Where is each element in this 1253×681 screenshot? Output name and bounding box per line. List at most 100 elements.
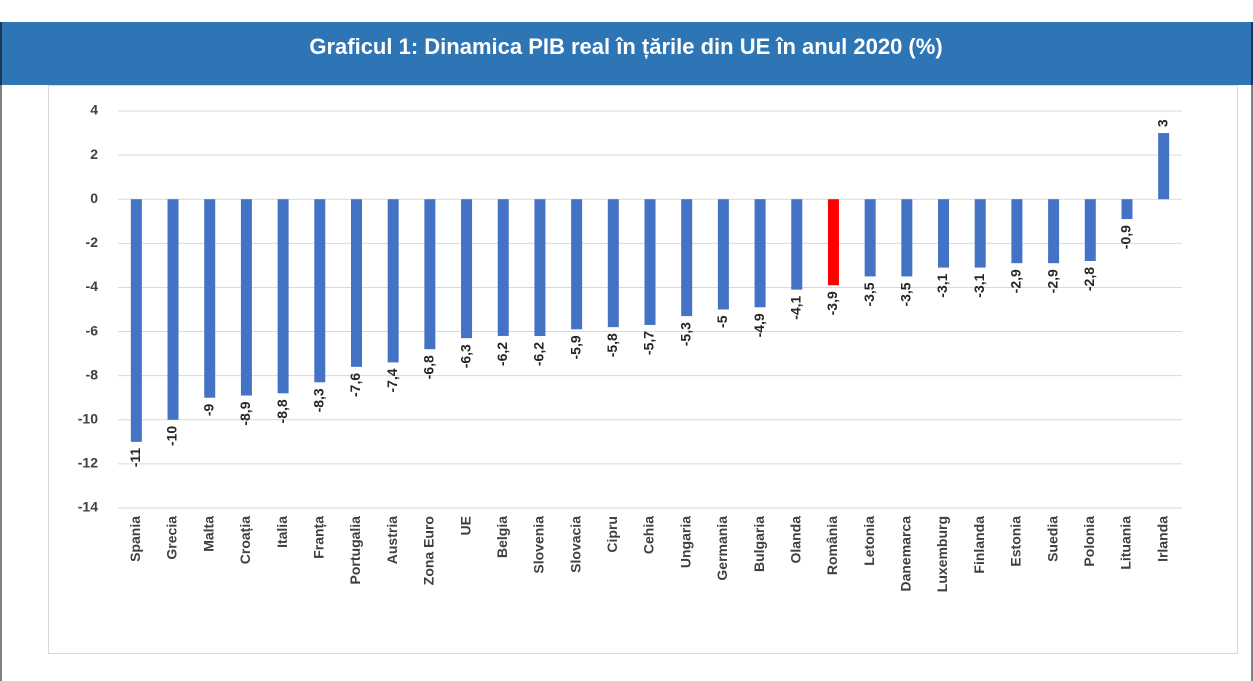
value-label: -9 (200, 404, 216, 417)
y-tick-label: -14 (78, 499, 98, 515)
x-tick-label: Grecia (164, 516, 180, 560)
x-tick-label: Ungaria (677, 516, 693, 568)
x-tick-label: Finlanda (971, 516, 987, 574)
bar (130, 199, 142, 442)
value-label: -6,2 (531, 342, 547, 366)
value-label: -3,1 (934, 273, 950, 297)
bar (497, 199, 509, 336)
value-label: -5,9 (567, 335, 583, 359)
x-tick-label: Polonia (1081, 516, 1097, 567)
bar (607, 199, 619, 328)
bar (1048, 199, 1060, 264)
x-tick-label: Belgia (494, 516, 510, 558)
y-tick-label: -2 (86, 234, 99, 250)
x-tick-label: Cehia (641, 516, 657, 554)
value-label: -2,9 (1044, 269, 1060, 293)
bar (350, 199, 362, 367)
bar (754, 199, 766, 308)
header-bar (0, 22, 1253, 85)
x-tick-label: Letonia (861, 516, 877, 566)
bar (1158, 133, 1170, 200)
x-tick-label: Lituania (1118, 516, 1134, 570)
x-tick-label: Austria (384, 516, 400, 564)
x-tick-label: Luxemburg (934, 516, 950, 592)
bar (1084, 199, 1096, 261)
bar (167, 199, 179, 420)
y-tick-label: 4 (90, 102, 98, 118)
x-tick-label: UE (457, 516, 473, 535)
bar (974, 199, 986, 268)
y-tick-label: -6 (86, 322, 99, 338)
value-label: -5 (714, 315, 730, 328)
y-tick-label: -12 (78, 455, 98, 471)
x-tick-label: Portugalia (347, 516, 363, 585)
y-tick-label: -10 (78, 410, 98, 426)
bar (938, 199, 950, 268)
bar (644, 199, 656, 325)
bar (717, 199, 729, 310)
bar (387, 199, 399, 363)
bar (827, 199, 839, 286)
value-label: -10 (164, 426, 180, 446)
x-tick-label: Zona Euro (421, 516, 437, 585)
bar (424, 199, 436, 350)
value-label: -8,9 (237, 401, 253, 425)
y-tick-label: 2 (90, 146, 98, 162)
x-tick-label: Italia (274, 516, 290, 548)
bar (534, 199, 546, 336)
bar (681, 199, 693, 317)
bar (240, 199, 252, 396)
bar (901, 199, 913, 277)
y-tick-label: -4 (86, 278, 99, 294)
value-label: -6,3 (457, 344, 473, 368)
value-label: -5,8 (604, 333, 620, 357)
y-tick-label: -8 (86, 366, 99, 382)
value-label: -3,5 (861, 282, 877, 306)
value-label: -8,3 (310, 388, 326, 412)
bar (204, 199, 216, 398)
plot-frame (48, 85, 1238, 654)
value-label: -8,8 (274, 399, 290, 423)
x-tick-label: Croația (237, 516, 253, 564)
value-label: -11 (127, 448, 143, 468)
value-label: -4,1 (787, 295, 803, 319)
bar (1011, 199, 1023, 264)
value-label: -5,3 (677, 322, 693, 346)
value-label: -3,1 (971, 273, 987, 297)
value-label: -3,9 (824, 291, 840, 315)
x-tick-label: Suedia (1044, 516, 1060, 562)
value-label: -0,9 (1118, 225, 1134, 249)
value-label: -4,9 (751, 313, 767, 337)
bar (314, 199, 326, 383)
x-tick-label: Bulgaria (751, 516, 767, 572)
y-tick-label: 0 (90, 190, 98, 206)
x-tick-label: Germania (714, 516, 730, 581)
bar (864, 199, 876, 277)
value-label: -2,9 (1008, 269, 1024, 293)
x-tick-label: Irlanda (1154, 516, 1170, 562)
x-tick-label: România (824, 516, 840, 575)
value-label: -7,4 (384, 368, 400, 392)
value-label: -5,7 (641, 331, 657, 355)
x-tick-label: Cipru (604, 516, 620, 553)
x-tick-label: Estonia (1008, 516, 1024, 567)
value-label: -6,2 (494, 342, 510, 366)
value-label: -6,8 (421, 355, 437, 379)
bar (277, 199, 289, 394)
x-tick-label: Danemarca (898, 516, 914, 592)
value-label: 3 (1154, 119, 1170, 127)
x-tick-label: Olanda (787, 516, 803, 564)
x-tick-label: Slovacia (567, 516, 583, 573)
chart-title: Graficul 1: Dinamica PIB real în țările … (309, 34, 942, 59)
x-tick-label: Spania (127, 516, 143, 562)
value-label: -2,8 (1081, 267, 1097, 291)
value-label: -3,5 (898, 282, 914, 306)
bar (1121, 199, 1133, 220)
x-tick-label: Slovenia (531, 516, 547, 574)
value-label: -7,6 (347, 373, 363, 397)
bar (461, 199, 473, 339)
bar (571, 199, 583, 330)
x-tick-label: Franța (310, 516, 326, 559)
